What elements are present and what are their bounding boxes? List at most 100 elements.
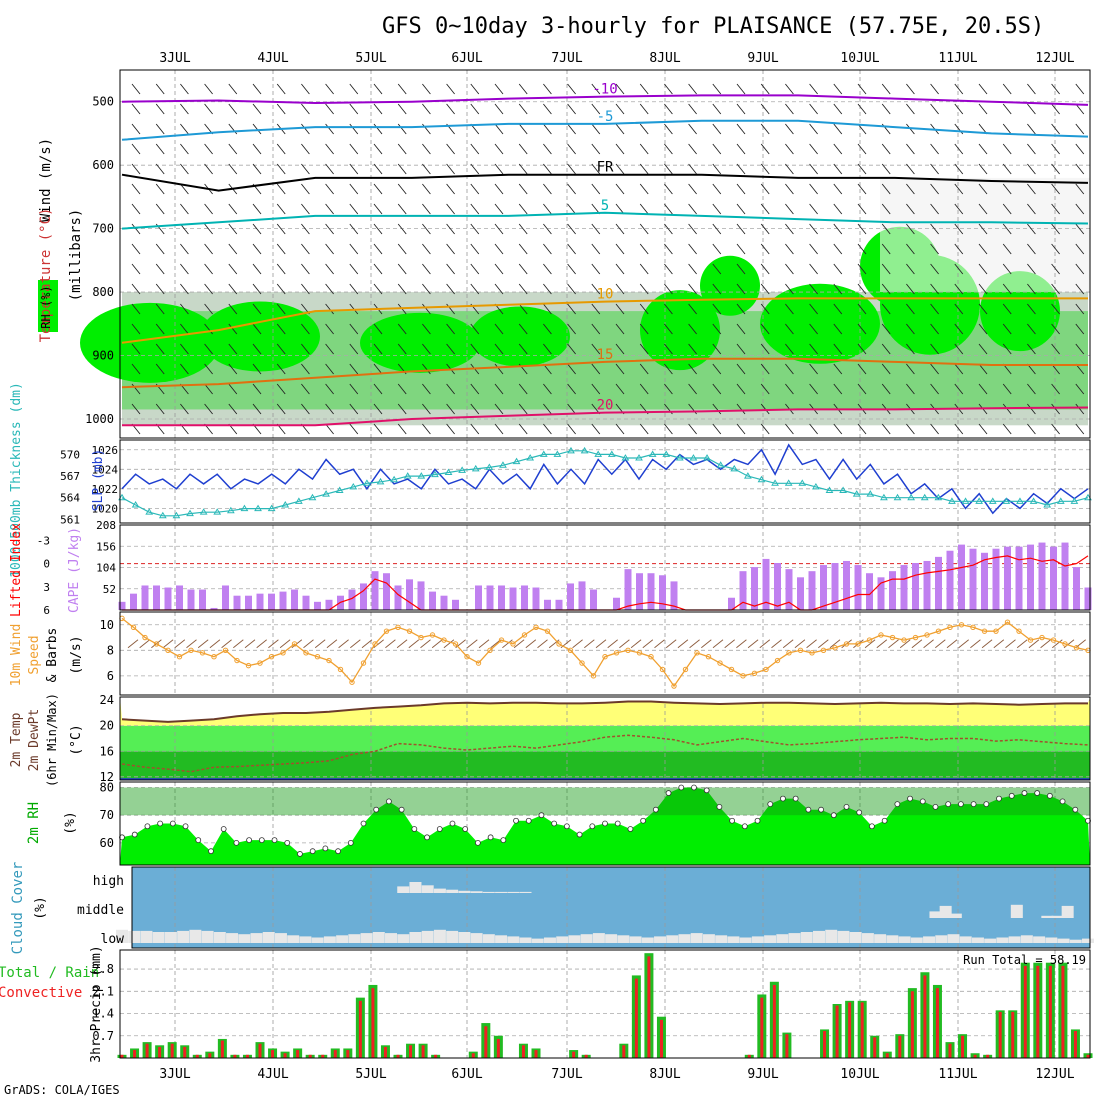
wind-barb [422, 303, 431, 315]
slp-panel: 1020 1022 1024 1026 561 564 567 570 [60, 440, 1092, 526]
wind-barb [881, 383, 891, 395]
cloud-cover-bar [1061, 905, 1074, 918]
wind-barb [688, 423, 697, 435]
wind-barb [1027, 103, 1036, 115]
surface-wind-barb [946, 639, 958, 649]
cloud-cover-bar [164, 932, 177, 943]
precip-convective-bar [170, 1043, 174, 1058]
x-tick-label-bottom: 6JUL [451, 1067, 482, 1082]
cape-bar [946, 550, 954, 610]
wind-barb [760, 183, 770, 195]
cloud-level-label: middle [77, 903, 124, 918]
rh-marker [869, 823, 875, 830]
wind-barb [349, 263, 359, 275]
thickness-marker [363, 479, 371, 486]
wind-barb [736, 83, 746, 95]
wind-barb [906, 423, 915, 435]
wind-barb [1002, 423, 1012, 435]
wind-barb [833, 183, 843, 195]
wind-barb [543, 383, 552, 395]
wind-barb [785, 323, 794, 335]
surface-wind-barb [1016, 639, 1028, 649]
precip-convective-bar [572, 1051, 576, 1058]
cloud-cover-bar [715, 935, 728, 943]
isotherm-label: 15 [597, 347, 614, 363]
wind-barb [857, 183, 867, 195]
wind-barb [881, 303, 891, 315]
precip-convective-bar [760, 997, 764, 1058]
cloud-cover-bar [507, 936, 520, 943]
temp-tick-label: 16 [100, 744, 114, 758]
wind-barb [1075, 103, 1085, 115]
wind-speed-marker [395, 624, 401, 631]
cloud-cover-bar [287, 935, 300, 943]
wind-barb [1027, 143, 1036, 155]
precip-convective-bar [747, 1054, 751, 1058]
wind-barb [567, 203, 576, 215]
thickness-marker [499, 461, 507, 468]
wind-barb [373, 243, 383, 255]
wind-barb [785, 303, 794, 315]
precip-tick-label: 1.4 [92, 1007, 114, 1021]
precip-convective-bar [283, 1053, 287, 1058]
wind-barb [543, 323, 552, 335]
cloud-cover-bar [385, 933, 398, 943]
wind-barb [930, 383, 939, 395]
wind-barb [228, 323, 238, 335]
wind-barb [470, 263, 480, 275]
precip-convective-bar [961, 1035, 965, 1058]
precip-convective-bar [785, 1034, 789, 1058]
wind-barb [349, 123, 359, 135]
wind-barb [252, 323, 262, 335]
wind-barb [155, 263, 165, 275]
wind-barb [639, 323, 649, 335]
wind-barb [809, 103, 818, 115]
wind-speed-marker [1062, 641, 1068, 647]
wind-barb [954, 183, 964, 195]
wind-barb [180, 303, 189, 315]
wind-barb [736, 123, 746, 135]
wind-barb [325, 83, 334, 95]
wind-barb [204, 143, 213, 155]
wind-barb [155, 363, 165, 375]
wind-barb [1027, 403, 1036, 415]
wind-barb [1027, 283, 1036, 295]
isotherm-label: 5 [601, 198, 609, 214]
wind-barb [349, 163, 359, 175]
rh-marker [474, 839, 481, 846]
surface-wind-barb [771, 639, 782, 649]
wind-barb [664, 223, 673, 235]
surface-wind-barb [794, 639, 806, 649]
wind-barb [1051, 383, 1060, 395]
x-tick-label-top: 4JUL [257, 51, 288, 66]
wind-barb [591, 223, 601, 235]
surface-wind-barb [314, 639, 326, 649]
surface-wind-barb [162, 639, 174, 649]
wind-barb [881, 103, 891, 115]
wind-barb [446, 183, 455, 195]
wind-barb [906, 363, 915, 375]
precip-convective-bar [923, 975, 927, 1058]
surface-wind-barb [1028, 639, 1040, 649]
surface-wind-barb [338, 639, 349, 649]
y-tick-label: 1000 [85, 412, 114, 426]
x-tick-label-top: 9JUL [747, 51, 778, 66]
precip-convective-bar [860, 1002, 864, 1058]
wind-barb [736, 343, 746, 355]
cape-bar [1015, 546, 1023, 610]
precip-frame [119, 949, 1091, 1059]
wind-barb [567, 383, 576, 395]
li-tick-label: -3 [37, 534, 50, 547]
rh-marker [538, 812, 545, 819]
wind-speed-marker [268, 653, 275, 660]
thickness-marker [308, 493, 317, 501]
wind-barb [325, 403, 334, 415]
wind-barb [276, 323, 286, 335]
wind-barb [978, 383, 988, 395]
rh-marker [271, 837, 278, 843]
cape-bar [613, 597, 620, 610]
wind-barb [978, 143, 988, 155]
x-tick-label-bottom: 10JUL [840, 1067, 879, 1082]
wind-barb [954, 423, 964, 435]
cloud-cover-bar [274, 933, 287, 943]
